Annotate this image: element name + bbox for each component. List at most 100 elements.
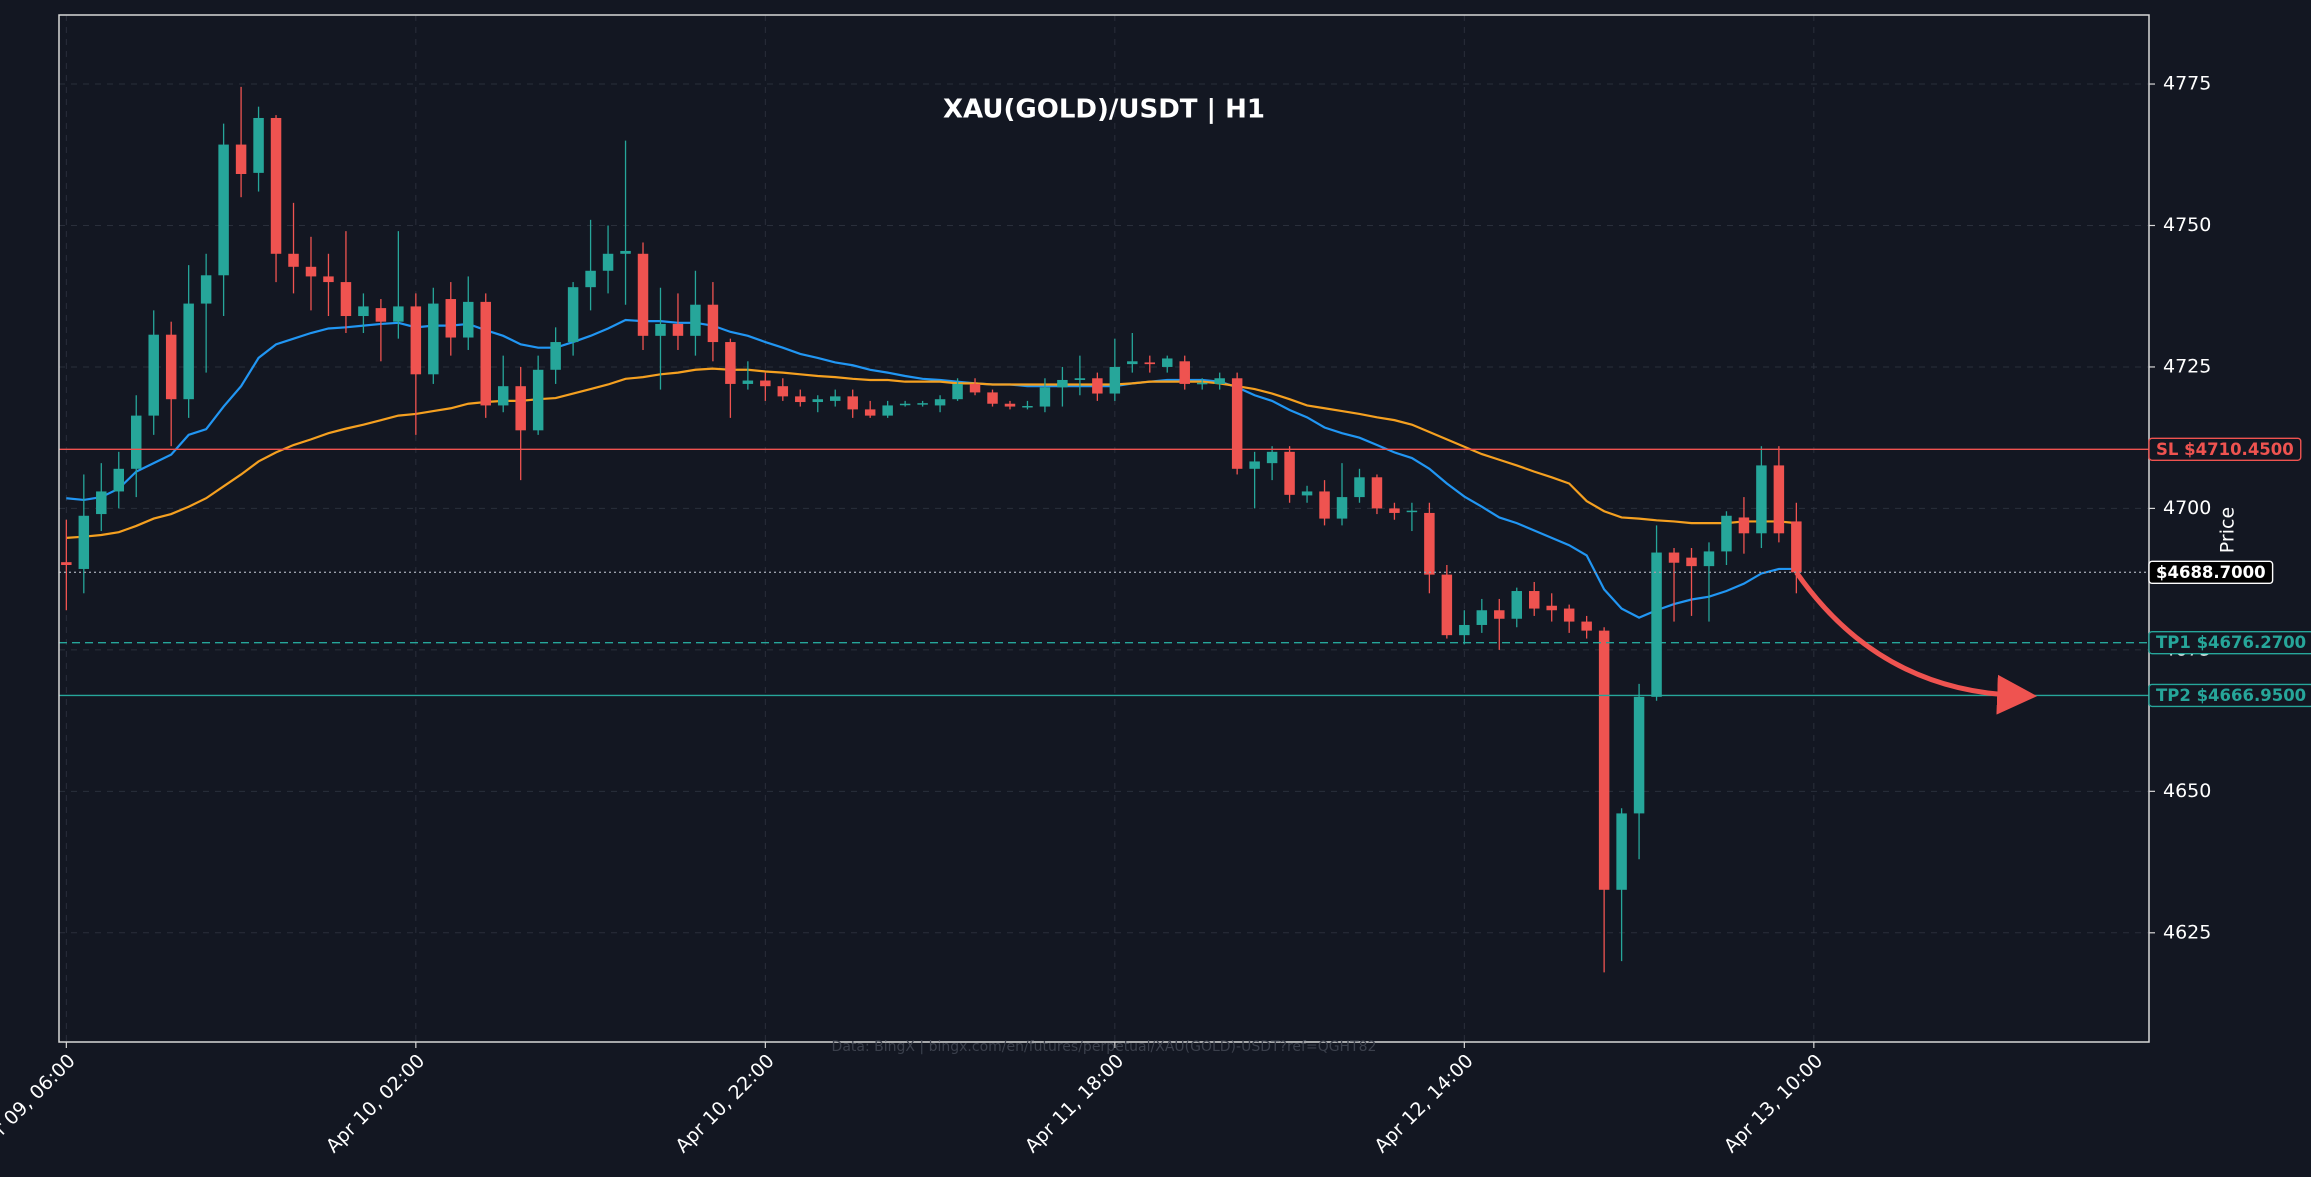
level-label-box bbox=[2148, 560, 2274, 585]
plot-frame bbox=[58, 14, 2150, 1043]
candle-body bbox=[952, 383, 963, 400]
candle-body bbox=[1633, 696, 1645, 814]
y-axis-label: Price bbox=[2217, 507, 2239, 553]
candle-body bbox=[585, 270, 596, 288]
candle-body bbox=[410, 306, 422, 375]
candle-body bbox=[1284, 451, 1295, 495]
candle-body bbox=[1494, 610, 1505, 619]
candle-body bbox=[1459, 624, 1470, 636]
candle-body bbox=[847, 396, 858, 410]
projection-arrow bbox=[1794, 570, 2038, 715]
candle-body bbox=[1371, 477, 1383, 509]
candle-body bbox=[253, 117, 264, 173]
candle-body bbox=[1092, 378, 1103, 394]
candle-body bbox=[1791, 521, 1802, 573]
candle-body bbox=[428, 303, 439, 375]
candle-body bbox=[78, 515, 90, 569]
candle-body bbox=[1738, 517, 1750, 534]
candle-body bbox=[567, 287, 579, 343]
level-label: SL $4710.4500 bbox=[2156, 440, 2294, 459]
candle-body bbox=[61, 562, 72, 565]
candle-body bbox=[1721, 515, 1732, 552]
candle-body bbox=[1773, 465, 1785, 534]
candle-body bbox=[1231, 378, 1243, 469]
candle-body bbox=[1336, 497, 1348, 519]
chart-title: XAU(GOLD)/USDT | H1 bbox=[943, 95, 1265, 125]
y-tick-label: 4750 bbox=[2163, 214, 2211, 236]
grid bbox=[59, 15, 2149, 1042]
candle-body bbox=[480, 301, 491, 406]
candle-body bbox=[1039, 387, 1051, 407]
moving-average-line bbox=[66, 367, 1797, 539]
candle-body bbox=[532, 369, 544, 431]
candle-body bbox=[497, 386, 509, 406]
candle-body bbox=[1266, 451, 1278, 464]
candle-body bbox=[1301, 491, 1313, 496]
level-label-box bbox=[2148, 683, 2311, 708]
candle-body bbox=[323, 276, 334, 283]
candle-body bbox=[934, 399, 946, 406]
candle-body bbox=[375, 308, 387, 322]
candle-body bbox=[882, 405, 893, 416]
candle-body bbox=[1057, 379, 1068, 388]
candle-body bbox=[777, 386, 789, 397]
candle-body bbox=[1528, 591, 1540, 609]
plot-area bbox=[59, 86, 2149, 973]
candle-body bbox=[672, 323, 684, 336]
candle-body bbox=[1581, 621, 1592, 631]
candle-body bbox=[1756, 465, 1767, 534]
candle-body bbox=[1563, 608, 1575, 622]
candle-body bbox=[742, 380, 754, 384]
candle-body bbox=[445, 299, 457, 338]
candle-body bbox=[1109, 366, 1121, 394]
candle-body bbox=[1004, 403, 1016, 407]
candle-body bbox=[1249, 461, 1260, 469]
candle-body bbox=[1476, 610, 1488, 625]
level-label: $4688.7000 bbox=[2156, 563, 2266, 582]
level-label-box bbox=[2148, 630, 2311, 655]
level-label: TP2 $4666.9500 bbox=[2156, 686, 2306, 705]
candle-body bbox=[270, 117, 282, 254]
candle-body bbox=[1598, 630, 1610, 890]
moving-average-line bbox=[66, 318, 1797, 619]
candle-body bbox=[620, 250, 631, 254]
candle-body bbox=[1668, 552, 1680, 563]
candle-body bbox=[1651, 552, 1662, 697]
candle-body bbox=[1179, 361, 1190, 384]
candle-body bbox=[130, 415, 142, 469]
candle-body bbox=[864, 409, 876, 416]
candle-body bbox=[1162, 358, 1173, 367]
candle-body bbox=[340, 282, 352, 317]
candle-body bbox=[812, 399, 824, 403]
candle-body bbox=[515, 386, 526, 431]
y-tick-label: 4650 bbox=[2163, 780, 2211, 802]
candle-body bbox=[235, 144, 247, 175]
candle-body bbox=[305, 266, 317, 277]
candle-body bbox=[637, 253, 649, 336]
candle-body bbox=[707, 304, 719, 343]
y-tick-label: 4625 bbox=[2163, 921, 2211, 943]
candle-body bbox=[358, 306, 369, 317]
candle-body bbox=[1196, 382, 1208, 385]
candle-body bbox=[917, 403, 928, 405]
candle-body bbox=[1144, 362, 1156, 365]
candle-body bbox=[795, 396, 806, 403]
candle-body bbox=[1389, 508, 1400, 513]
candle-body bbox=[96, 491, 107, 515]
candle-body bbox=[690, 304, 701, 336]
level-label: TP1 $4676.2700 bbox=[2156, 633, 2306, 652]
candle-body bbox=[1424, 512, 1435, 575]
candle-body bbox=[183, 303, 194, 400]
candle-body bbox=[899, 403, 911, 406]
candle-body bbox=[725, 342, 736, 384]
candle-body bbox=[655, 323, 666, 336]
candle-body bbox=[393, 306, 404, 322]
candle-body bbox=[829, 396, 841, 401]
candle-body bbox=[760, 380, 771, 387]
candle-body bbox=[987, 392, 998, 404]
y-tick-label: 4775 bbox=[2163, 73, 2211, 95]
candle-body bbox=[165, 334, 177, 400]
candle-body bbox=[1546, 605, 1557, 611]
